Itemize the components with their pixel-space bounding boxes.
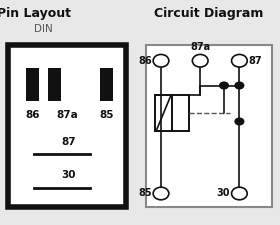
Text: 87: 87 bbox=[249, 56, 262, 66]
Bar bbox=[155, 94, 172, 130]
Text: 86: 86 bbox=[25, 110, 39, 120]
Bar bbox=[100, 68, 113, 101]
Circle shape bbox=[234, 81, 244, 90]
Text: 87: 87 bbox=[61, 137, 76, 147]
Circle shape bbox=[219, 81, 229, 90]
Bar bbox=[48, 68, 61, 101]
Text: 86: 86 bbox=[138, 56, 152, 66]
Circle shape bbox=[232, 187, 247, 200]
Circle shape bbox=[232, 54, 247, 67]
Text: DIN: DIN bbox=[34, 24, 53, 34]
Text: 85: 85 bbox=[99, 110, 114, 120]
Circle shape bbox=[192, 54, 208, 67]
Text: Circuit Diagram: Circuit Diagram bbox=[154, 7, 263, 20]
Text: 30: 30 bbox=[61, 171, 76, 180]
Circle shape bbox=[153, 187, 169, 200]
Text: 87a: 87a bbox=[190, 42, 210, 52]
Circle shape bbox=[234, 117, 244, 126]
Bar bbox=[8, 45, 126, 207]
Bar bbox=[146, 45, 272, 207]
Text: Pin Layout: Pin Layout bbox=[0, 7, 71, 20]
Circle shape bbox=[153, 54, 169, 67]
Bar bbox=[172, 94, 189, 130]
Bar bbox=[26, 68, 38, 101]
Text: 85: 85 bbox=[138, 189, 152, 198]
Text: 30: 30 bbox=[217, 189, 230, 198]
Text: 87a: 87a bbox=[56, 110, 78, 120]
